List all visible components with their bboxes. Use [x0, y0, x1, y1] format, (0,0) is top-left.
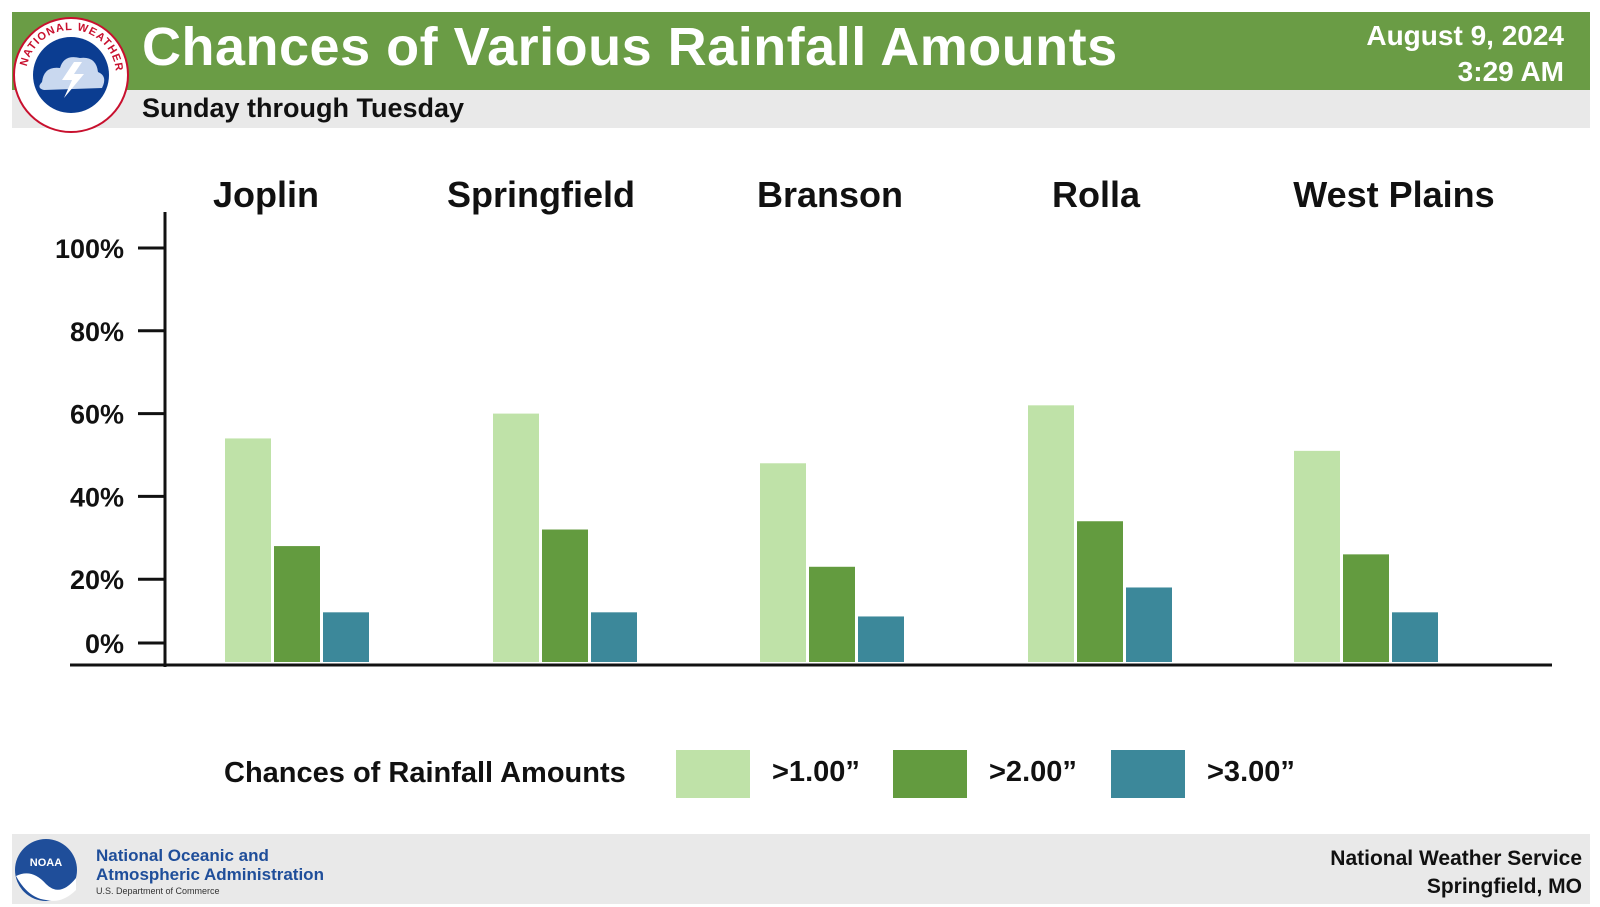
bar [1126, 587, 1172, 662]
bar [1343, 554, 1389, 662]
legend-swatch-1 [676, 750, 750, 798]
noaa-name-line2: Atmospheric Administration [96, 865, 324, 884]
subheader-bar [12, 90, 1590, 128]
bar [809, 566, 855, 662]
bar [493, 413, 539, 662]
category-label: Springfield [447, 174, 635, 215]
nws-logo-icon: NATIONAL WEATHER SERVICE [12, 16, 129, 133]
legend-title: Chances of Rainfall Amounts [224, 757, 626, 789]
bar [858, 616, 904, 662]
noaa-logo-text: NOAA [30, 857, 62, 869]
issue-datetime: August 9, 2024 3:29 AM [1366, 18, 1564, 90]
y-tick-label: 20% [70, 565, 124, 595]
legend-label-2: >2.00” [989, 756, 1077, 788]
legend-swatch-3 [1111, 750, 1185, 798]
bar [760, 463, 806, 662]
bar [591, 612, 637, 662]
category-label: Joplin [213, 174, 319, 215]
y-tick-label: 0% [85, 629, 124, 659]
noaa-logo-icon: NOAA [15, 839, 77, 901]
page-title: Chances of Various Rainfall Amounts [142, 17, 1118, 77]
bar [542, 529, 588, 662]
y-tick-label: 80% [70, 317, 124, 347]
legend-swatch-2 [893, 750, 967, 798]
bar [1392, 612, 1438, 662]
footer-bar [12, 834, 1590, 904]
legend-label-3: >3.00” [1207, 756, 1295, 788]
page-subtitle: Sunday through Tuesday [142, 93, 465, 123]
bar [1077, 521, 1123, 662]
y-tick-label: 100% [55, 234, 124, 264]
y-tick-label: 40% [70, 482, 124, 512]
bar [323, 612, 369, 662]
noaa-name-line1: National Oceanic and [96, 846, 269, 865]
header-bar [12, 12, 1590, 90]
rainfall-bar-chart: 0% 20% 40% 60% 80% 100% Joplin Springfield Brans… [55, 174, 1552, 667]
category-label: West Plains [1293, 174, 1494, 215]
noaa-agency-name: National Oceanic and Atmospheric Adminis… [96, 846, 324, 884]
issue-time: 3:29 AM [1457, 56, 1564, 87]
legend-label-1: >1.00” [772, 756, 860, 788]
category-label: Branson [757, 174, 903, 215]
category-label: Rolla [1052, 174, 1141, 215]
office-location: Springfield, MO [1426, 875, 1582, 898]
issue-date: August 9, 2024 [1366, 20, 1564, 51]
office-name: National Weather Service [1330, 847, 1582, 870]
bar [225, 438, 271, 662]
nws-office: National Weather Service Springfield, MO [1330, 845, 1582, 901]
y-tick-label: 60% [70, 400, 124, 430]
bar [274, 546, 320, 662]
bar [1294, 450, 1340, 662]
bar [1028, 405, 1074, 662]
noaa-department: U.S. Department of Commerce [96, 886, 220, 896]
